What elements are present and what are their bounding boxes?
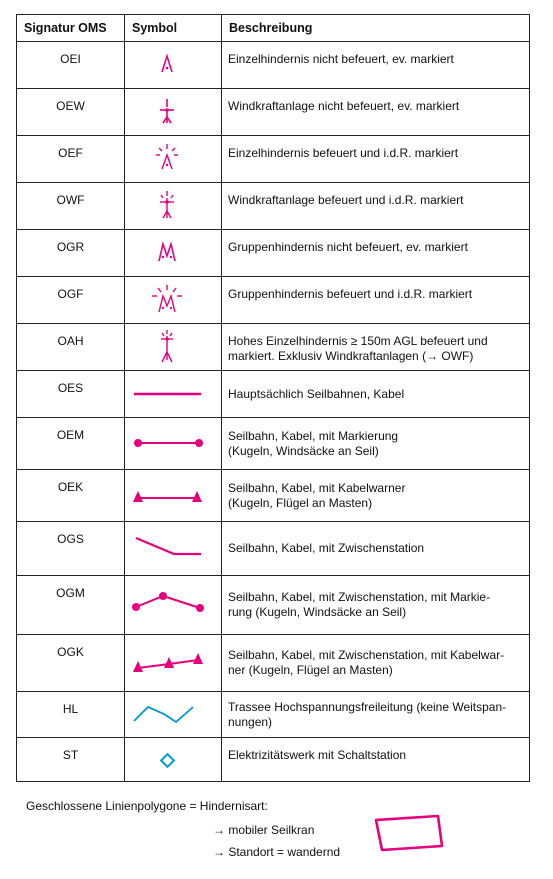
obstacle-single-unlit-icon <box>161 53 173 73</box>
description-line: Seilbahn, Kabel, mit Zwischenstation <box>228 541 425 555</box>
table-row: OGS Seilbahn, Kabel, mit Zwischenstation <box>16 521 530 576</box>
table-row: OEM Seilbahn, Kabel, mit Markierung (Kug… <box>16 417 530 470</box>
description-line: Gruppenhindernis nicht befeuert, ev. mar… <box>228 240 468 254</box>
wind-turbine-unlit-icon <box>160 99 174 124</box>
obstacle-high-lit-icon <box>161 330 173 363</box>
signature-code: OEI <box>16 41 125 89</box>
table-row: ST Elektrizitätswerk mit Schaltstation <box>16 737 530 782</box>
footnote-line-location: → Standort = wandernd <box>213 845 341 859</box>
description-line: Hohes Einzelhindernis ≥ 150m AGL befeuer… <box>228 334 488 348</box>
footnote-title: Geschlossene Linienpolygone = Hindernisa… <box>26 799 268 813</box>
table-row: OWF Windkraftanlage befeuert und i.d.R. … <box>16 182 530 230</box>
description-line: markiert. Exklusiv Windkraftanlagen (→ O… <box>228 349 474 363</box>
table-row: OEW Windkraftanlage nicht befeuert, ev. … <box>16 88 530 136</box>
description-line: Seilbahn, Kabel, mit Kabelwarner <box>228 480 406 495</box>
cable-station-marked-icon <box>132 592 204 612</box>
description-line: Windkraftanlage nicht befeuert, ev. mark… <box>228 99 460 113</box>
signature-code: OEW <box>16 88 125 136</box>
description-line: Seilbahn, Kabel, mit Zwischenstation, mi… <box>228 590 491 604</box>
cable-intermediate-station-icon <box>135 536 201 556</box>
signature-code: OGF <box>16 276 125 324</box>
signature-code: OGS <box>16 521 125 576</box>
cable-marked-icon <box>134 439 203 447</box>
cable-line-icon <box>134 392 201 396</box>
signature-code: OEM <box>16 417 125 470</box>
obstacle-legend-table: Signatur OMS Symbol Beschreibung OEI Ein… <box>16 14 530 782</box>
signature-code: OES <box>16 370 125 418</box>
signature-code: OEK <box>16 469 125 522</box>
table-row: OEI Einzelhindernis nicht befeuert, ev. … <box>16 41 530 89</box>
table-row: OEF Einzelhindernis befeuert und i.d.R. … <box>16 135 530 183</box>
description-line: Windkraftanlage befeuert und i.d.R. mark… <box>228 193 464 207</box>
table-row: OES Hauptsächlich Seilbahnen, Kabel <box>16 370 530 418</box>
table-row: OGR Gruppenhindernis nicht befeuert, ev.… <box>16 229 530 277</box>
header-symbol: Symbol <box>124 14 222 42</box>
header-signature: Signatur OMS <box>16 14 125 42</box>
signature-code: OAH <box>16 323 125 371</box>
description-line: Elektrizitätswerk mit Schaltstation <box>228 748 407 762</box>
cable-warner-icon <box>133 491 202 502</box>
footnote-line-mobile-crane: → mobiler Seilkran <box>213 823 315 837</box>
signature-code: OGM <box>16 575 125 635</box>
table-row: OEK Seilbahn, Kabel, mit Kabelwarner (Ku… <box>16 469 530 522</box>
signature-code: OGR <box>16 229 125 277</box>
description-line: Gruppenhindernis befeuert und i.d.R. mar… <box>228 287 473 301</box>
obstacle-single-lit-icon <box>156 144 178 170</box>
description-line: rung (Kugeln, Windsäcke an Seil) <box>228 605 407 619</box>
description-line: ner (Kugeln, Flügel an Masten) <box>228 663 393 677</box>
table-row: OGM Seilbahn, Kabel, mit Zwischenstation… <box>16 575 530 635</box>
table-row: OGK Seilbahn, Kabel, mit Zwischenstation… <box>16 634 530 692</box>
power-station-icon <box>159 752 176 769</box>
description-line: nungen) <box>228 714 273 729</box>
cable-station-warner-icon <box>133 653 203 672</box>
signature-code: ST <box>16 737 125 782</box>
table-row: HL Trassee Hochspannungsfreileitung (kei… <box>16 691 530 738</box>
power-line-icon <box>133 705 194 724</box>
description-line: (Kugeln, Flügel an Masten) <box>228 495 373 510</box>
description-line: Einzelhindernis nicht befeuert, ev. mark… <box>228 52 454 66</box>
header-description: Beschreibung <box>221 14 530 42</box>
table-row: OAH Hohes Einzelhindernis ≥ 150m AGL bef… <box>16 323 530 371</box>
wind-turbine-lit-icon <box>160 191 174 219</box>
obstacle-group-unlit-icon <box>158 241 176 262</box>
description-line: Einzelhindernis befeuert und i.d.R. mark… <box>228 146 459 160</box>
description-line: Hauptsächlich Seilbahnen, Kabel <box>228 386 405 401</box>
obstacle-group-lit-icon <box>152 285 182 313</box>
description-line: Seilbahn, Kabel, mit Zwischenstation, mi… <box>228 648 505 662</box>
closed-polygon-icon <box>374 814 444 852</box>
signature-code: OEF <box>16 135 125 183</box>
table-row: OGF Gruppenhindernis befeuert u <box>16 276 530 324</box>
signature-code: OGK <box>16 634 125 692</box>
description-line: (Kugeln, Windsäcke an Seil) <box>228 443 379 458</box>
description-line: Trassee Hochspannungsfreileitung (keine … <box>228 699 507 714</box>
description-line: Seilbahn, Kabel, mit Markierung <box>228 428 399 443</box>
signature-code: OWF <box>16 182 125 230</box>
table-header-row: Signatur OMS Symbol Beschreibung <box>16 14 530 42</box>
signature-code: HL <box>16 691 125 738</box>
